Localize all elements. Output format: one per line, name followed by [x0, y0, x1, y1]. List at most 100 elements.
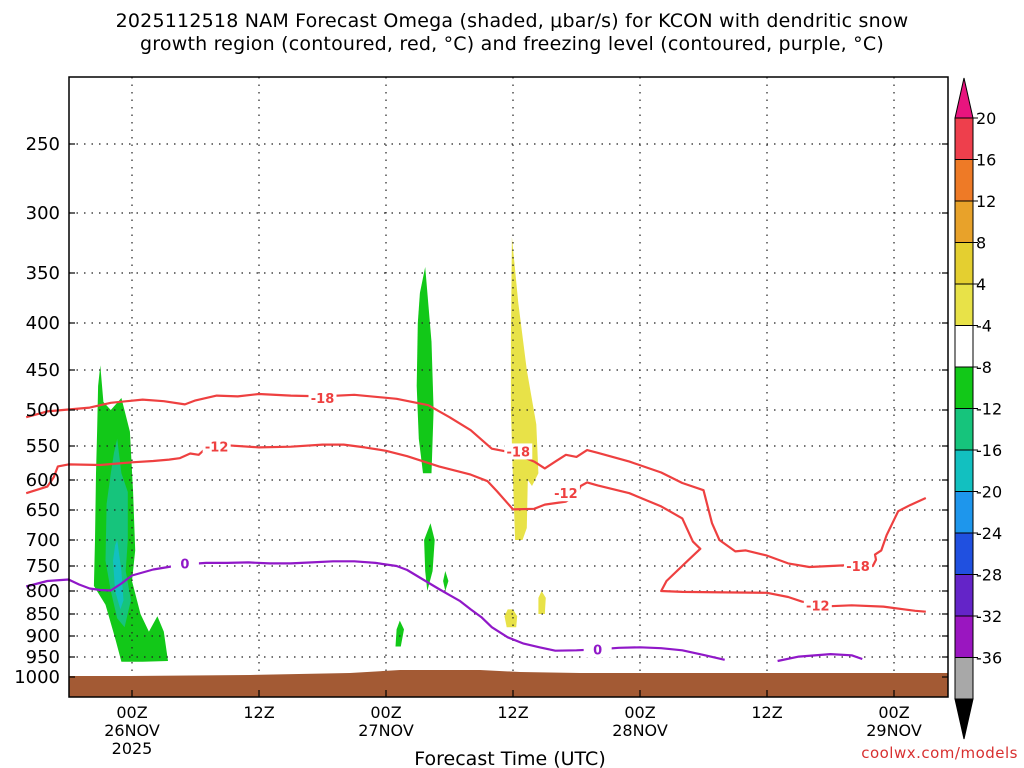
x-tick-label: 00Z — [116, 703, 147, 722]
colorbar-label: 20 — [976, 109, 996, 128]
x-tick-date: 28NOV — [612, 721, 668, 740]
colorbar-swatch — [954, 574, 974, 617]
y-tick-label: 400 — [26, 313, 60, 334]
chart-title-line2: growth region (contoured, red, °C) and f… — [140, 33, 884, 55]
y-tick-label: 1000 — [14, 667, 60, 688]
colorbar-label: 16 — [976, 151, 996, 170]
colorbar: 20 16 12 8 4 -4 -8 -12 -16 -20 -24 -28 -32 -36 — [954, 77, 1002, 740]
colorbar-label: -28 — [976, 566, 1002, 585]
colorbar-label: 12 — [976, 192, 996, 211]
y-tick-label: 600 — [26, 470, 60, 491]
x-tick-date: 26NOV — [104, 721, 160, 740]
contour-line-0 — [25, 392, 927, 569]
contour-line-3 — [777, 653, 863, 663]
y-tick-label: 500 — [26, 400, 60, 421]
omega-region-cyan-core — [113, 540, 124, 610]
x-tick-label: 00Z — [370, 703, 401, 722]
contour-label: -18 — [846, 560, 870, 575]
y-tick-label: 950 — [26, 647, 60, 668]
contour-label-bg — [308, 390, 337, 406]
y-tick-label: 300 — [26, 203, 60, 224]
y-tick-label: 250 — [26, 134, 60, 155]
contour-label-bg — [504, 443, 533, 460]
y-tick-label: 700 — [26, 530, 60, 551]
y-tick-label: 450 — [26, 360, 60, 381]
contours-layer: -18 -12 -12 0 0 -18 -18 -12 — [25, 390, 927, 663]
contour-label-bg — [202, 438, 231, 455]
colorbar-label: -32 — [976, 607, 1002, 626]
x-tick-date: 29NOV — [866, 721, 922, 740]
omega-region-green-small2 — [395, 620, 404, 647]
contour-label-bg — [803, 597, 832, 614]
y-axis: 2503003504004505005506006507007508008509… — [14, 134, 948, 688]
omega-region-green-small3 — [443, 571, 449, 591]
contour-line-1 — [25, 443, 926, 613]
contour-label-bg — [551, 485, 580, 502]
colorbar-label: -24 — [976, 524, 1002, 543]
y-tick-label: 550 — [26, 436, 60, 457]
colorbar-bottom-arrow — [954, 698, 974, 740]
contour-label-bg — [170, 555, 199, 572]
y-tick-label: 800 — [26, 581, 60, 602]
x-tick-label: 12Z — [751, 703, 782, 722]
x-tick-date: 27NOV — [358, 721, 414, 740]
contour-line-2 — [25, 560, 725, 661]
x-tick-year: 2025 — [112, 739, 153, 758]
colorbar-label: 4 — [976, 275, 986, 294]
colorbar-swatch — [954, 408, 974, 451]
colorbar-swatch — [954, 657, 974, 700]
colorbar-swatch — [954, 117, 974, 160]
contour-label: 0 — [593, 643, 602, 658]
omega-region-green-column — [416, 267, 434, 474]
omega-region-yellow-column — [510, 237, 539, 540]
colorbar-swatch — [954, 449, 974, 492]
colorbar-swatch — [954, 325, 974, 368]
y-tick-label: 850 — [26, 604, 60, 625]
omega-region-green-small1 — [424, 523, 435, 591]
colorbar-swatch — [954, 366, 974, 409]
x-axis-label: Forecast Time (UTC) — [414, 748, 605, 768]
colorbar-swatch — [954, 283, 974, 326]
contour-label: -12 — [205, 441, 229, 456]
contour-label: -12 — [554, 487, 578, 502]
y-tick-label: 650 — [26, 500, 60, 521]
colorbar-label: -36 — [976, 649, 1002, 668]
colorbar-swatch — [954, 532, 974, 575]
x-tick-label: 00Z — [878, 703, 909, 722]
colorbar-swatch — [954, 159, 974, 202]
contour-label: -18 — [311, 392, 335, 407]
ground-layer — [69, 670, 948, 697]
chart-title-line1: 2025112518 NAM Forecast Omega (shaded, μ… — [115, 10, 909, 32]
x-tick-label: 00Z — [624, 703, 655, 722]
omega-region-green-main — [93, 365, 168, 662]
colorbar-label: 8 — [976, 234, 986, 253]
contour-label: -18 — [507, 445, 531, 460]
contour-label-bg — [583, 641, 612, 658]
colorbar-label: -16 — [976, 441, 1002, 460]
colorbar-swatch — [954, 242, 974, 285]
x-tick-label: 12Z — [497, 703, 528, 722]
colorbar-top-arrow — [954, 77, 974, 119]
colorbar-swatch — [954, 491, 974, 534]
colorbar-label: -20 — [976, 483, 1002, 502]
y-tick-label: 350 — [26, 263, 60, 284]
contour-label-bg — [844, 558, 873, 574]
y-tick-label: 900 — [26, 626, 60, 647]
contour-label: 0 — [180, 557, 189, 572]
watermark: coolwx.com/models — [861, 744, 1018, 762]
colorbar-swatch — [954, 615, 974, 658]
colorbar-label: -4 — [976, 317, 992, 336]
omega-region-yellow-small2 — [538, 591, 546, 614]
x-tick-label: 12Z — [243, 703, 274, 722]
contour-label: -12 — [806, 599, 830, 614]
colorbar-label: -8 — [976, 358, 992, 377]
omega-region-yellow-small1 — [504, 609, 518, 628]
plot-frame — [68, 76, 949, 698]
ground-terrain — [69, 670, 948, 697]
omega-shading — [93, 237, 546, 662]
colorbar-swatch — [954, 200, 974, 243]
colorbar-label: -12 — [976, 400, 1002, 419]
y-tick-label: 750 — [26, 556, 60, 577]
